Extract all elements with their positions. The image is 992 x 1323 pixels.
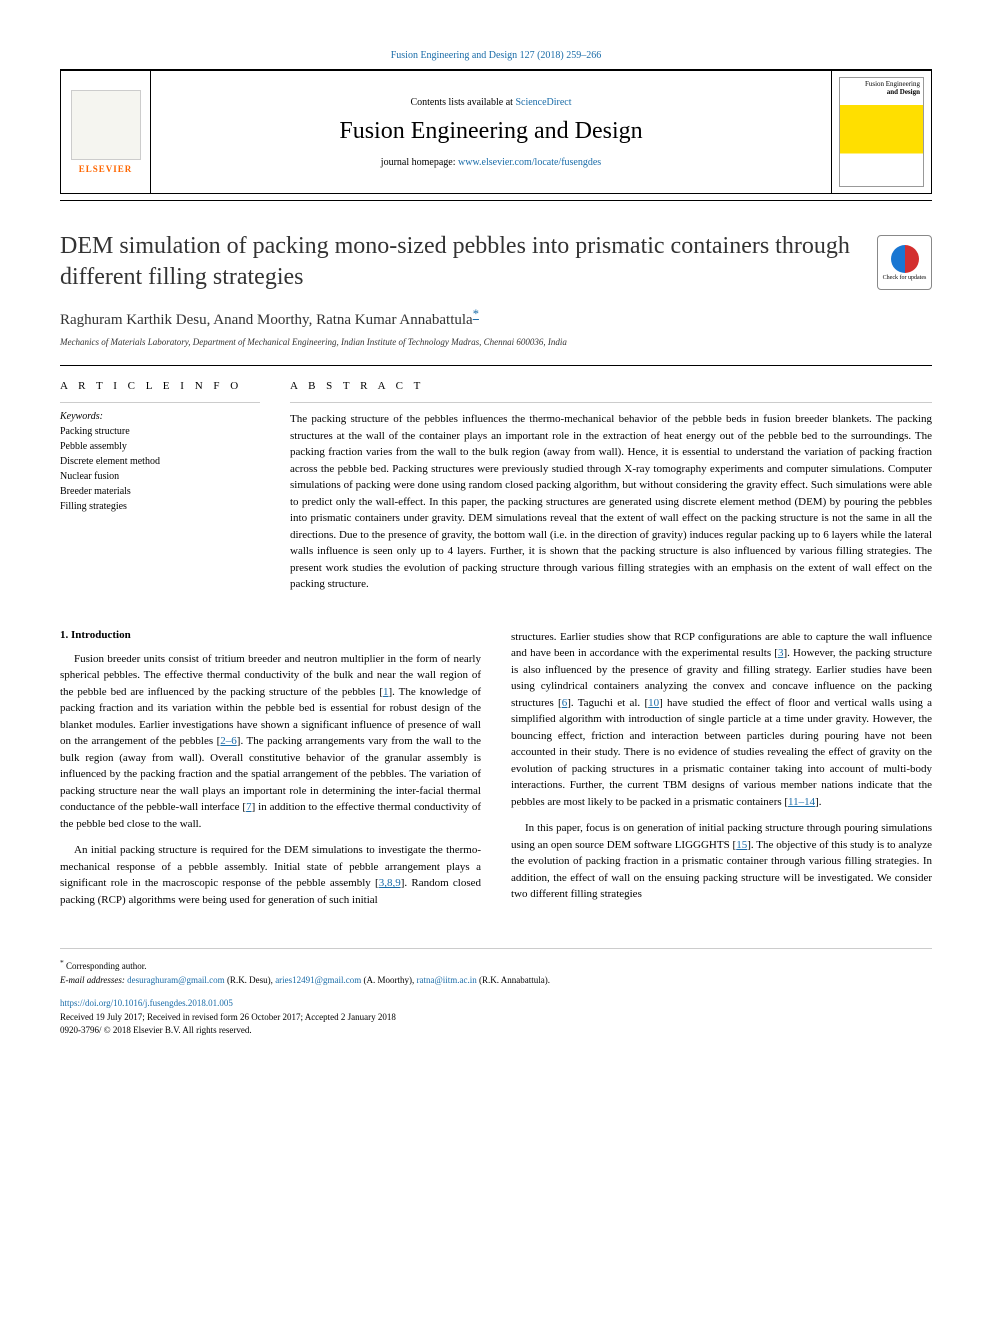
email-line: E-mail addresses: desuraghuram@gmail.com… xyxy=(60,974,932,988)
abstract-text: The packing structure of the pebbles inf… xyxy=(290,411,932,593)
journal-cover-cell: Fusion Engineering and Design xyxy=(831,71,931,193)
elsevier-label: ELSEVIER xyxy=(79,164,133,174)
ref-link[interactable]: 10 xyxy=(648,697,659,709)
authors: Raghuram Karthik Desu, Anand Moorthy, Ra… xyxy=(60,307,932,329)
sciencedirect-link[interactable]: ScienceDirect xyxy=(515,97,571,108)
article-info-column: A R T I C L E I N F O Keywords: Packing … xyxy=(60,380,260,593)
keyword-item: Filling strategies xyxy=(60,499,260,514)
elsevier-logo-cell: ELSEVIER xyxy=(61,71,151,193)
ref-link[interactable]: 2–6 xyxy=(220,735,237,747)
journal-title: Fusion Engineering and Design xyxy=(171,118,811,145)
copyright: 0920-3796/ © 2018 Elsevier B.V. All righ… xyxy=(60,1024,932,1038)
affiliation: Mechanics of Materials Laboratory, Depar… xyxy=(60,337,932,347)
doi-link[interactable]: https://doi.org/10.1016/j.fusengdes.2018… xyxy=(60,998,233,1008)
contents-prefix: Contents lists available at xyxy=(410,97,515,108)
abstract-column: A B S T R A C T The packing structure of… xyxy=(290,380,932,593)
email-name: (R.K. Desu), xyxy=(225,975,276,985)
body-paragraph: structures. Earlier studies show that RC… xyxy=(511,629,932,811)
elsevier-tree-icon xyxy=(71,90,141,160)
body-paragraph: Fusion breeder units consist of tritium … xyxy=(60,651,481,833)
keywords-label: Keywords: xyxy=(60,411,260,422)
abstract-label: A B S T R A C T xyxy=(290,380,932,392)
email-name: (A. Moorthy), xyxy=(361,975,416,985)
author-names: Raghuram Karthik Desu, Anand Moorthy, Ra… xyxy=(60,312,473,328)
keyword-item: Nuclear fusion xyxy=(60,469,260,484)
homepage-prefix: journal homepage: xyxy=(381,157,458,168)
footer: * Corresponding author. E-mail addresses… xyxy=(60,948,932,1038)
keyword-item: Discrete element method xyxy=(60,454,260,469)
email-link[interactable]: aries12491@gmail.com xyxy=(275,975,361,985)
ref-link[interactable]: 15 xyxy=(736,839,747,851)
body-paragraph: An initial packing structure is required… xyxy=(60,842,481,908)
article-title: DEM simulation of packing mono-sized peb… xyxy=(60,231,932,293)
cover-line2: and Design xyxy=(887,88,920,96)
ref-link[interactable]: 3,8,9 xyxy=(379,877,401,889)
contents-lists: Contents lists available at ScienceDirec… xyxy=(171,97,811,108)
keyword-item: Breeder materials xyxy=(60,484,260,499)
homepage-link[interactable]: www.elsevier.com/locate/fusengdes xyxy=(458,157,601,168)
body-paragraph: In this paper, focus is on generation of… xyxy=(511,820,932,903)
received-info: Received 19 July 2017; Received in revis… xyxy=(60,1011,932,1025)
journal-cover-icon: Fusion Engineering and Design xyxy=(839,77,924,187)
citation-text: Fusion Engineering and Design 127 (2018)… xyxy=(60,50,932,61)
journal-homepage: journal homepage: www.elsevier.com/locat… xyxy=(171,157,811,168)
email-link[interactable]: desuraghuram@gmail.com xyxy=(127,975,225,985)
keyword-item: Pebble assembly xyxy=(60,439,260,454)
corresponding-marker-link[interactable]: * xyxy=(473,307,479,321)
email-label: E-mail addresses: xyxy=(60,975,127,985)
body-column-right: structures. Earlier studies show that RC… xyxy=(511,629,932,919)
section-heading: 1. Introduction xyxy=(60,629,481,641)
journal-header: ELSEVIER Contents lists available at Sci… xyxy=(60,70,932,194)
keyword-item: Packing structure xyxy=(60,424,260,439)
body-column-left: 1. Introduction Fusion breeder units con… xyxy=(60,629,481,919)
check-updates-label: Check for updates xyxy=(883,275,927,281)
email-name: (R.K. Annabattula). xyxy=(477,975,550,985)
check-updates-button[interactable]: Check for updates xyxy=(877,235,932,290)
journal-center: Contents lists available at ScienceDirec… xyxy=(151,71,831,193)
ref-link[interactable]: 11–14 xyxy=(788,796,815,808)
article-info-label: A R T I C L E I N F O xyxy=(60,380,260,392)
email-link[interactable]: ratna@iitm.ac.in xyxy=(416,975,476,985)
corresponding-author: * Corresponding author. xyxy=(60,957,932,974)
check-updates-icon xyxy=(891,245,919,273)
